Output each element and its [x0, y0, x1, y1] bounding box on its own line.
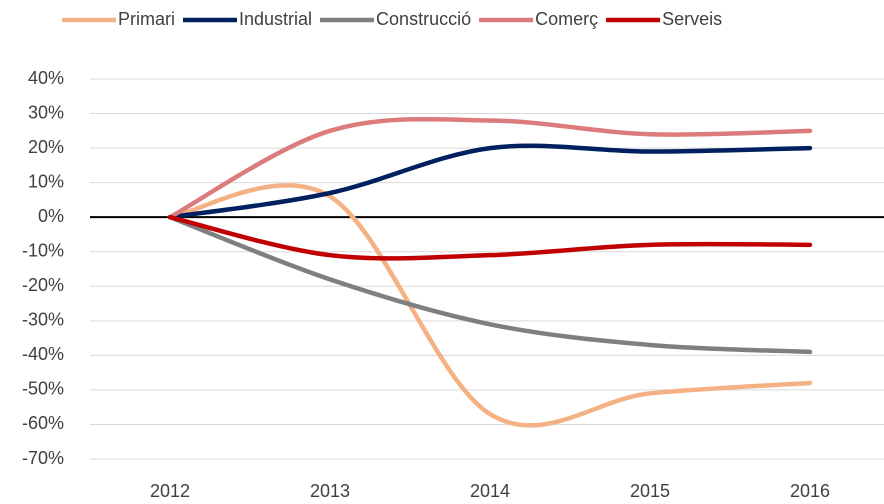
y-tick-label: -70%: [22, 448, 64, 468]
legend-label: Primari: [118, 9, 175, 29]
y-tick-label: 10%: [28, 171, 64, 191]
series-line: [167, 143, 813, 220]
y-tick-label: -10%: [22, 240, 64, 260]
y-tick-label: 0%: [38, 206, 64, 226]
x-tick-label: 2014: [470, 481, 510, 501]
y-tick-label: 20%: [28, 137, 64, 157]
y-tick-label: -30%: [22, 310, 64, 330]
legend-label: Serveis: [662, 9, 722, 29]
x-tick-label: 2015: [630, 481, 670, 501]
y-tick-label: -40%: [22, 344, 64, 364]
y-tick-label: -60%: [22, 413, 64, 433]
series-line: [167, 183, 813, 428]
series-line: [167, 214, 813, 355]
x-tick-label: 2012: [150, 481, 190, 501]
x-tick-label: 2013: [310, 481, 350, 501]
y-tick-label: 30%: [28, 102, 64, 122]
y-tick-label: -20%: [22, 275, 64, 295]
y-tick-label: 40%: [28, 68, 64, 88]
x-tick-label: 2016: [790, 481, 830, 501]
series-line: [167, 214, 813, 261]
legend-label: Construcció: [376, 9, 471, 29]
legend-label: Industrial: [239, 9, 312, 29]
y-tick-label: -50%: [22, 379, 64, 399]
legend-label: Comerç: [535, 9, 598, 29]
series-line: [167, 116, 813, 220]
